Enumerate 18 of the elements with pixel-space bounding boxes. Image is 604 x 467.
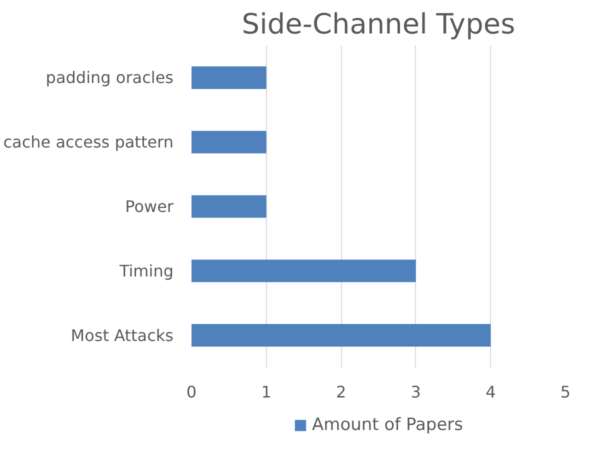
bar (192, 195, 266, 218)
y-tick-label: padding oracles (46, 68, 174, 88)
x-tick-label: 3 (410, 382, 421, 402)
bar (192, 66, 266, 89)
y-tick-label: cache access pattern (3, 132, 174, 152)
y-tick-label: Timing (118, 261, 174, 280)
x-tick-label: 2 (336, 382, 346, 402)
legend-label: Amount of Papers (312, 415, 463, 435)
bar (192, 260, 416, 282)
bar (192, 324, 491, 347)
y-tick-label: Power (125, 197, 174, 216)
x-tick-label: 5 (560, 382, 571, 402)
x-tick-label: 1 (261, 382, 272, 402)
x-tick-label: 0 (186, 382, 197, 402)
y-tick-label: Most Attacks (70, 326, 174, 345)
bar (192, 130, 266, 154)
x-tick-label: 4 (486, 382, 496, 402)
chart-title: Side-Channel Types (242, 8, 516, 40)
